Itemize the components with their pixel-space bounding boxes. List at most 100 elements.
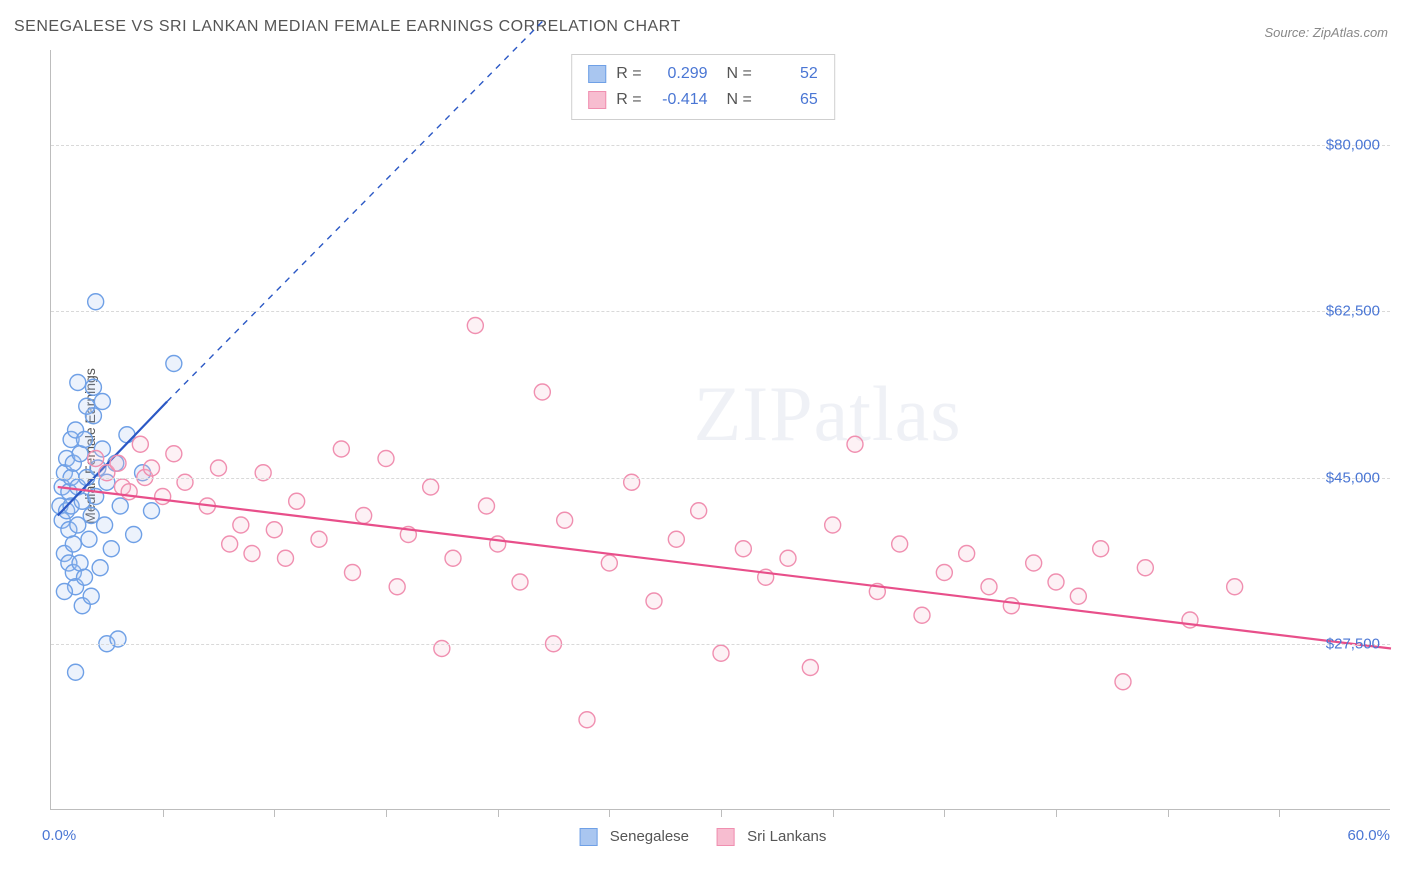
data-point (1227, 579, 1243, 595)
data-point (445, 550, 461, 566)
source-attribution: Source: ZipAtlas.com (1264, 25, 1388, 40)
data-point (802, 660, 818, 676)
data-point (333, 441, 349, 457)
data-point (1070, 588, 1086, 604)
data-point (646, 593, 662, 609)
data-point (389, 579, 405, 595)
legend-label-srilankans: Sri Lankans (747, 828, 826, 845)
data-point (1137, 560, 1153, 576)
r-value-2: -0.414 (652, 87, 708, 113)
data-point (92, 560, 108, 576)
swatch-srilankans (717, 828, 735, 846)
n-value-1: 52 (762, 61, 818, 87)
plot-area: ZIPatlas $27,500$45,000$62,500$80,000 (50, 50, 1390, 810)
data-point (211, 460, 227, 476)
data-point (94, 394, 110, 410)
x-tick (833, 809, 834, 817)
n-label: N = (718, 61, 752, 87)
data-point (72, 446, 88, 462)
data-point (88, 294, 104, 310)
data-point (88, 451, 104, 467)
y-tick-label: $45,000 (1326, 469, 1380, 486)
legend-item-srilankans: Sri Lankans (717, 828, 826, 846)
data-point (479, 498, 495, 514)
trend-line (58, 487, 1391, 649)
data-point (1026, 555, 1042, 571)
scatter-svg (51, 50, 1390, 809)
data-point (83, 508, 99, 524)
gridline (51, 145, 1390, 146)
data-point (668, 531, 684, 547)
data-point (166, 446, 182, 462)
data-point (1115, 674, 1131, 690)
data-point (981, 579, 997, 595)
data-point (1048, 574, 1064, 590)
trend-extrapolation (167, 22, 542, 402)
data-point (70, 375, 86, 391)
x-tick (1056, 809, 1057, 817)
data-point (244, 546, 260, 562)
data-point (68, 664, 84, 680)
r-label: R = (616, 61, 641, 87)
data-point (65, 536, 81, 552)
x-tick (163, 809, 164, 817)
n-value-2: 65 (762, 87, 818, 113)
y-tick-label: $27,500 (1326, 635, 1380, 652)
data-point (1093, 541, 1109, 557)
data-point (103, 541, 119, 557)
x-tick (498, 809, 499, 817)
legend-label-senegalese: Senegalese (610, 828, 689, 845)
data-point (735, 541, 751, 557)
data-point (345, 565, 361, 581)
gridline (51, 478, 1390, 479)
data-point (892, 536, 908, 552)
data-point (144, 503, 160, 519)
n-label: N = (718, 87, 752, 113)
series-legend: Senegalese Sri Lankans (580, 828, 827, 846)
y-tick-label: $62,500 (1326, 303, 1380, 320)
data-point (311, 531, 327, 547)
data-point (959, 546, 975, 562)
data-point (144, 460, 160, 476)
correlation-row-2: R = -0.414 N = 65 (588, 87, 818, 113)
data-point (126, 527, 142, 543)
data-point (356, 508, 372, 524)
data-point (119, 427, 135, 443)
data-point (222, 536, 238, 552)
data-point (914, 607, 930, 623)
data-point (490, 536, 506, 552)
y-tick-label: $80,000 (1326, 137, 1380, 154)
data-point (85, 379, 101, 395)
r-label: R = (616, 87, 641, 113)
correlation-row-1: R = 0.299 N = 52 (588, 61, 818, 87)
data-point (825, 517, 841, 533)
x-axis-max: 60.0% (1347, 827, 1390, 844)
data-point (780, 550, 796, 566)
data-point (534, 384, 550, 400)
swatch-senegalese (580, 828, 598, 846)
data-point (278, 550, 294, 566)
data-point (70, 517, 86, 533)
data-point (72, 555, 88, 571)
data-point (132, 436, 148, 452)
x-tick (274, 809, 275, 817)
data-point (691, 503, 707, 519)
data-point (266, 522, 282, 538)
correlation-legend: R = 0.299 N = 52 R = -0.414 N = 65 (571, 54, 835, 120)
data-point (77, 432, 93, 448)
data-point (936, 565, 952, 581)
data-point (112, 498, 128, 514)
x-tick (609, 809, 610, 817)
data-point (713, 645, 729, 661)
data-point (77, 569, 93, 585)
data-point (601, 555, 617, 571)
data-point (512, 574, 528, 590)
data-point (56, 584, 72, 600)
data-point (166, 356, 182, 372)
gridline (51, 311, 1390, 312)
data-point (1003, 598, 1019, 614)
data-point (579, 712, 595, 728)
data-point (467, 318, 483, 334)
data-point (110, 455, 126, 471)
r-value-1: 0.299 (652, 61, 708, 87)
